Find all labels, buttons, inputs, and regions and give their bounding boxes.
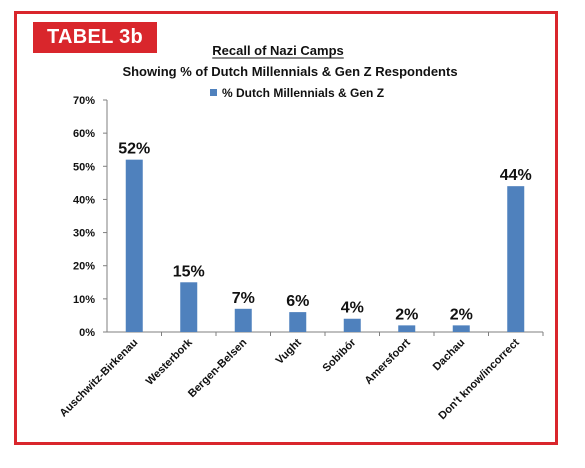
- y-tick-label: 20%: [73, 261, 95, 273]
- chart-title: Recall of Nazi Camps: [212, 43, 344, 58]
- category-label: Dachau: [431, 337, 468, 374]
- category-label: Vught: [274, 336, 304, 366]
- category-label: Bergen-Belsen: [186, 336, 250, 400]
- data-label: 7%: [232, 290, 255, 307]
- y-tick-label: 50%: [73, 161, 95, 173]
- chart-frame: [14, 11, 558, 445]
- category-label: Auschwitz-Birkenau: [58, 337, 141, 420]
- data-label: 6%: [286, 293, 309, 310]
- y-tick-label: 40%: [73, 194, 95, 206]
- bar: [234, 308, 252, 332]
- y-tick-label: 70%: [73, 95, 95, 107]
- bar: [289, 312, 307, 332]
- bar: [452, 325, 470, 332]
- category-label: Westerbork: [144, 336, 196, 388]
- bar: [180, 282, 198, 332]
- y-tick-label: 10%: [73, 294, 95, 306]
- category-label: Amersfoort: [362, 336, 413, 387]
- y-tick-label: 30%: [73, 228, 95, 240]
- data-label: 44%: [500, 167, 532, 184]
- y-tick-label: 60%: [73, 128, 95, 140]
- chart-subtitle: Showing % of Dutch Millennials & Gen Z R…: [122, 64, 457, 79]
- legend-label: % Dutch Millennials & Gen Z: [222, 86, 384, 100]
- legend-swatch: [210, 89, 217, 96]
- table-badge: TABEL 3b: [33, 22, 157, 53]
- data-label: 2%: [450, 306, 473, 323]
- bar: [507, 186, 525, 332]
- data-label: 15%: [173, 263, 205, 280]
- data-label: 4%: [341, 300, 364, 317]
- y-tick-label: 0%: [79, 327, 95, 339]
- bar: [343, 318, 361, 332]
- data-label: 52%: [118, 141, 150, 158]
- bar: [398, 325, 416, 332]
- category-label: Sobibór: [320, 336, 358, 374]
- data-label: 2%: [395, 306, 418, 323]
- bar: [125, 159, 143, 332]
